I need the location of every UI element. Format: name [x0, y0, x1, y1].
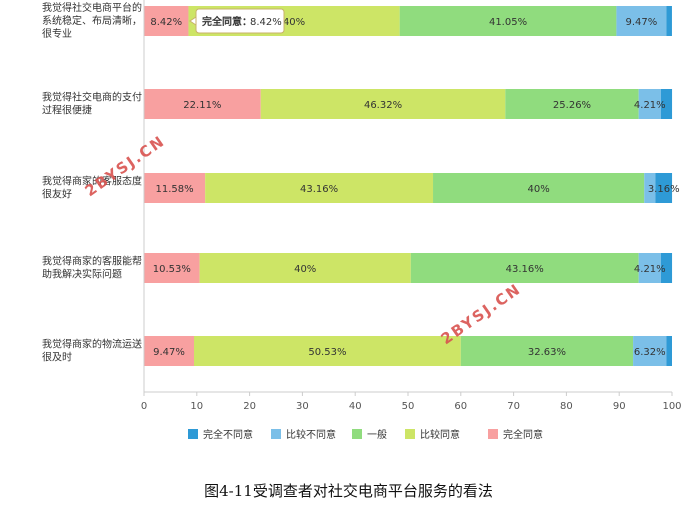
bar-segment-3-1[interactable] [199, 253, 411, 283]
data-label-1-0: 22.11% [183, 100, 221, 111]
x-tick-label-10: 100 [662, 401, 681, 412]
data-label-2-4: 3.16% [648, 184, 680, 195]
tooltip-value: 8.42% [250, 17, 282, 28]
data-label-1-3: 4.21% [634, 100, 666, 111]
bar-segment-2-0[interactable] [144, 173, 206, 203]
x-axis-ticks: 0 10 20 30 40 50 60 70 80 90 100 [141, 0, 682, 412]
category-label-1: 我觉得社交电商的支付过程很便捷 [42, 91, 142, 117]
bar-segment-3-0[interactable] [144, 253, 200, 283]
bar-segment-1-0[interactable] [144, 89, 261, 119]
figure-caption: 图4-11受调查者对社交电商平台服务的看法 [204, 482, 493, 500]
tooltip: 完全同意：8.42% [189, 8, 285, 34]
bar-segment-0-3[interactable] [616, 6, 667, 36]
legend: 完全不同意 比较不同意 一般 比较同意 完全同意 [188, 428, 543, 441]
data-label-2-1: 43.16% [300, 184, 338, 195]
data-label-4-3: 6.32% [634, 347, 666, 358]
bar-segment-4-2[interactable] [460, 336, 634, 366]
bar-segment-1-3[interactable] [638, 89, 661, 119]
x-tick-label-2: 20 [243, 401, 256, 412]
x-tick-label-7: 70 [507, 401, 520, 412]
category-labels: 我觉得社交电商平台的系统稳定、布局清晰，很专业我觉得社交电商的支付过程很便捷我觉… [42, 1, 142, 364]
bar-segment-1-4[interactable] [660, 89, 673, 119]
bar-segment-0-2[interactable] [399, 6, 617, 36]
data-label-0-1: 40% [283, 17, 305, 28]
x-tick-label-8: 80 [560, 401, 573, 412]
bar-segment-4-0[interactable] [144, 336, 195, 366]
x-tick-label-0: 0 [141, 401, 147, 412]
bar-segment-2-1[interactable] [205, 173, 434, 203]
category-label-2: 我觉得商家的客服态度很友好 [42, 175, 142, 201]
bar-segment-1-1[interactable] [260, 89, 506, 119]
data-label-3-1: 40% [294, 264, 316, 275]
category-label-0: 我觉得社交电商平台的系统稳定、布局清晰，很专业 [42, 1, 142, 40]
bar-segment-3-2[interactable] [410, 253, 639, 283]
legend-swatch-2[interactable] [352, 429, 362, 439]
bar-segment-2-2[interactable] [433, 173, 645, 203]
tooltip-pointer [189, 16, 197, 26]
legend-label-1[interactable]: 比较不同意 [286, 428, 336, 441]
bar-segment-3-4[interactable] [660, 253, 673, 283]
x-tick-label-5: 50 [402, 401, 415, 412]
legend-label-3[interactable]: 比较同意 [420, 428, 460, 441]
data-label-4-2: 32.63% [528, 347, 566, 358]
category-label-4: 我觉得商家的物流运送很及时 [42, 338, 142, 364]
legend-swatch-1[interactable] [271, 429, 281, 439]
x-tick-label-1: 10 [190, 401, 203, 412]
bar-segments [144, 6, 673, 366]
legend-swatch-4[interactable] [488, 429, 498, 439]
category-label-3: 我觉得商家的客服能帮助我解决实际问题 [42, 255, 142, 281]
data-labels: 8.42% 40% 41.05% 9.47%22.11% 46.32% 25.26% 4.2… [150, 17, 679, 358]
x-tick-label-9: 90 [613, 401, 626, 412]
stacked-bar-chart: 我觉得社交电商平台的系统稳定、布局清晰，很专业我觉得社交电商的支付过程很便捷我觉… [42, 0, 682, 441]
data-label-0-3: 9.47% [626, 17, 658, 28]
legend-label-0[interactable]: 完全不同意 [203, 428, 253, 441]
bar-segment-4-1[interactable] [194, 336, 461, 366]
bar-segment-3-3[interactable] [638, 253, 661, 283]
data-label-2-2: 40% [528, 184, 550, 195]
bar-segment-4-3[interactable] [633, 336, 667, 366]
data-label-1-2: 25.26% [553, 100, 591, 111]
data-label-0-0: 8.42% [150, 17, 182, 28]
bar-segment-1-2[interactable] [505, 89, 639, 119]
bar-segment-0-4[interactable] [666, 6, 672, 36]
tooltip-label: 完全同意： [202, 15, 252, 28]
legend-swatch-3[interactable] [405, 429, 415, 439]
data-label-3-2: 43.16% [506, 264, 544, 275]
bar-segment-4-4[interactable] [666, 336, 672, 366]
bar-segment-2-4[interactable] [655, 173, 673, 203]
x-tick-label-4: 40 [349, 401, 362, 412]
legend-label-4[interactable]: 完全同意 [503, 428, 543, 441]
data-label-4-1: 50.53% [308, 347, 346, 358]
data-label-4-0: 9.47% [153, 347, 185, 358]
x-tick-label-6: 60 [454, 401, 467, 412]
legend-label-2[interactable]: 一般 [367, 428, 387, 441]
x-tick-label-3: 30 [296, 401, 309, 412]
legend-swatch-0[interactable] [188, 429, 198, 439]
bar-segment-2-3[interactable] [644, 173, 656, 203]
data-label-2-0: 11.58% [156, 184, 194, 195]
data-label-3-3: 4.21% [634, 264, 666, 275]
data-label-3-0: 10.53% [153, 264, 191, 275]
data-label-0-2: 41.05% [489, 17, 527, 28]
data-label-1-1: 46.32% [364, 100, 402, 111]
bar-segment-0-0[interactable] [144, 6, 189, 36]
